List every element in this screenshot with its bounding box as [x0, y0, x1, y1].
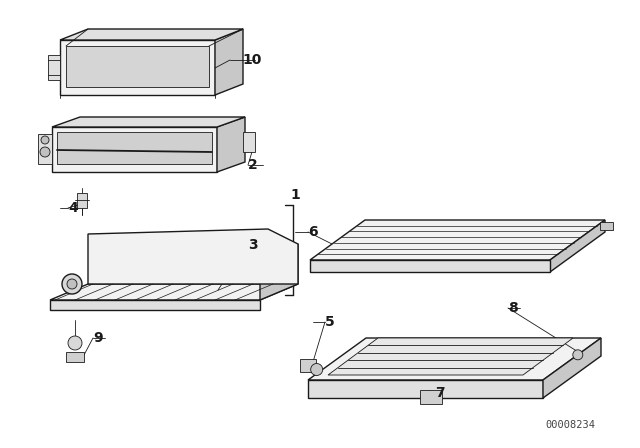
Polygon shape — [60, 40, 215, 95]
Polygon shape — [57, 132, 212, 164]
Circle shape — [62, 274, 82, 294]
Text: 10: 10 — [242, 53, 261, 67]
Polygon shape — [52, 127, 217, 172]
Text: 8: 8 — [508, 301, 518, 315]
Polygon shape — [215, 29, 243, 95]
Text: 9: 9 — [93, 331, 102, 345]
Polygon shape — [38, 134, 52, 164]
Polygon shape — [310, 220, 605, 260]
Polygon shape — [308, 338, 601, 380]
Circle shape — [68, 336, 82, 350]
Text: 5: 5 — [325, 315, 335, 329]
Polygon shape — [60, 29, 243, 40]
Circle shape — [67, 279, 77, 289]
Polygon shape — [600, 222, 613, 230]
Text: 00008234: 00008234 — [545, 420, 595, 430]
Circle shape — [573, 350, 583, 360]
Text: 4: 4 — [68, 201, 77, 215]
Polygon shape — [420, 390, 442, 404]
Circle shape — [40, 147, 50, 157]
Polygon shape — [243, 132, 255, 152]
Text: 1: 1 — [290, 188, 300, 202]
Polygon shape — [310, 260, 550, 272]
Polygon shape — [52, 117, 245, 127]
Circle shape — [310, 363, 323, 375]
Text: 7: 7 — [435, 386, 445, 400]
Text: 6: 6 — [308, 225, 317, 239]
Polygon shape — [550, 220, 605, 272]
Polygon shape — [50, 300, 260, 310]
Text: 2: 2 — [248, 158, 258, 172]
Polygon shape — [308, 380, 543, 398]
Polygon shape — [217, 117, 245, 172]
Polygon shape — [543, 338, 601, 398]
Text: 3: 3 — [248, 238, 258, 252]
Circle shape — [41, 136, 49, 144]
Polygon shape — [88, 229, 298, 284]
Polygon shape — [77, 193, 87, 208]
Polygon shape — [260, 244, 298, 300]
Polygon shape — [66, 46, 209, 87]
Polygon shape — [300, 359, 316, 372]
Polygon shape — [328, 338, 573, 375]
Polygon shape — [48, 55, 60, 80]
Polygon shape — [66, 352, 84, 362]
Polygon shape — [50, 284, 298, 300]
